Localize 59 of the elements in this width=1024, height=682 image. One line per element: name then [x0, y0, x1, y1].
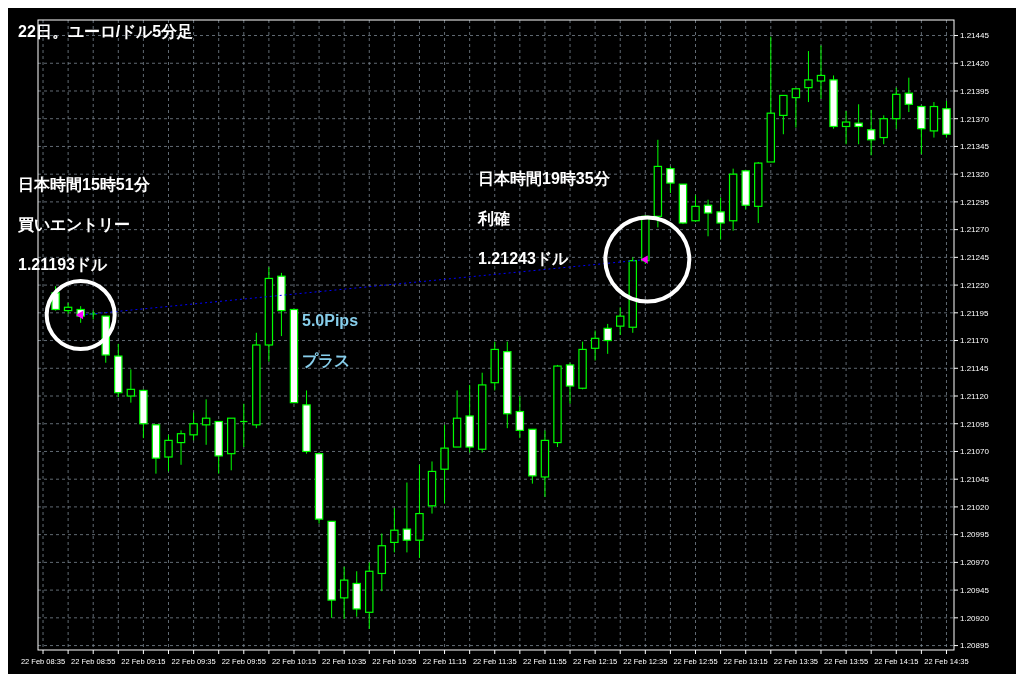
y-tick-label: 1.21095 [960, 419, 990, 429]
candlestick [854, 103, 863, 145]
annotation: プラス [302, 352, 350, 369]
y-tick-label: 1.21195 [960, 308, 989, 318]
candlestick [164, 434, 173, 472]
candlestick [126, 368, 136, 404]
annotation: 利確 [477, 210, 510, 227]
candlestick [779, 94, 788, 135]
candlestick [440, 424, 449, 505]
candlestick [866, 109, 876, 156]
candlestick [590, 330, 600, 362]
annotation: 日本時間15時51分 [18, 176, 151, 193]
y-tick-label: 1.21370 [960, 114, 990, 124]
candlestick [189, 412, 198, 441]
y-tick-label: 1.21220 [960, 280, 990, 290]
candlestick [879, 114, 888, 145]
candlestick [565, 362, 575, 405]
annotation: 買いエントリー [17, 216, 130, 233]
y-tick-label: 1.21345 [960, 142, 990, 152]
y-tick-label: 1.21270 [960, 225, 990, 235]
candlestick [666, 165, 675, 194]
y-tick-label: 1.21245 [960, 253, 990, 263]
candlestick [791, 88, 801, 129]
candlestick [691, 194, 700, 223]
candlestick [917, 104, 926, 155]
candlestick [615, 306, 625, 336]
candlestick [603, 323, 612, 355]
y-tick-label: 1.21020 [960, 502, 990, 512]
candlestick [390, 507, 399, 553]
y-tick-label: 1.21420 [960, 59, 990, 69]
y-tick-label: 1.20920 [960, 613, 990, 623]
candlestick [816, 45, 826, 100]
candlestick [716, 196, 725, 241]
candlestick [703, 199, 713, 237]
y-tick-label: 1.21045 [960, 474, 990, 484]
candlestick [515, 395, 525, 439]
y-tick-label: 1.20945 [960, 585, 990, 595]
candlestick [176, 429, 186, 466]
y-tick-label: 1.21170 [960, 336, 989, 346]
y-tick-label: 1.21120 [960, 391, 989, 401]
candlestick [402, 482, 412, 553]
candlestick [904, 77, 914, 113]
candlestick [339, 566, 349, 620]
annotation: 日本時間19時35分 [478, 170, 611, 187]
chart-title: 22日。ユーロ/ドル5分足 [18, 23, 194, 40]
y-tick-label: 1.21145 [960, 364, 989, 374]
candlestick [804, 50, 813, 103]
annotation: 1.21193ドル [18, 256, 108, 273]
y-tick-label: 1.21070 [960, 447, 990, 457]
y-tick-label: 1.21320 [960, 169, 990, 179]
y-tick-label: 1.21395 [960, 86, 990, 96]
y-tick-label: 1.20995 [960, 530, 990, 540]
y-tick-label: 1.21445 [960, 31, 990, 41]
annotation: 5.0Pips [302, 312, 359, 329]
y-tick-label: 1.20895 [960, 641, 990, 651]
annotation: 1.21243ドル [478, 250, 569, 267]
candlestick [841, 110, 851, 145]
y-tick-label: 1.21295 [960, 197, 990, 207]
y-tick-label: 1.20970 [960, 558, 990, 568]
